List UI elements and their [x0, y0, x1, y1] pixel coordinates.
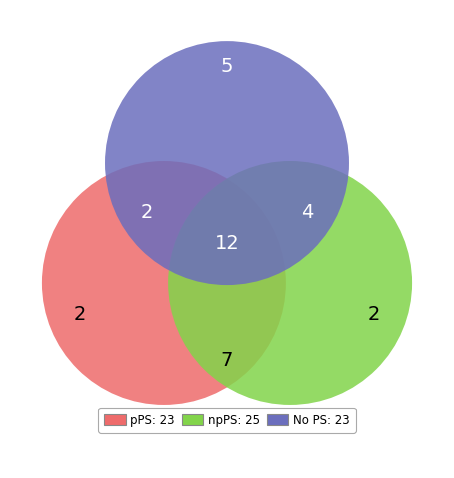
- Text: 2: 2: [368, 305, 380, 324]
- Text: 4: 4: [301, 203, 313, 222]
- Circle shape: [105, 41, 349, 285]
- Text: 2: 2: [74, 305, 86, 324]
- Legend: pPS: 23, npPS: 25, No PS: 23: pPS: 23, npPS: 25, No PS: 23: [99, 408, 355, 433]
- Text: 5: 5: [221, 57, 233, 76]
- Text: 12: 12: [215, 234, 239, 252]
- Circle shape: [42, 161, 286, 405]
- Text: 2: 2: [141, 203, 153, 222]
- Circle shape: [168, 161, 412, 405]
- Text: 7: 7: [221, 351, 233, 370]
